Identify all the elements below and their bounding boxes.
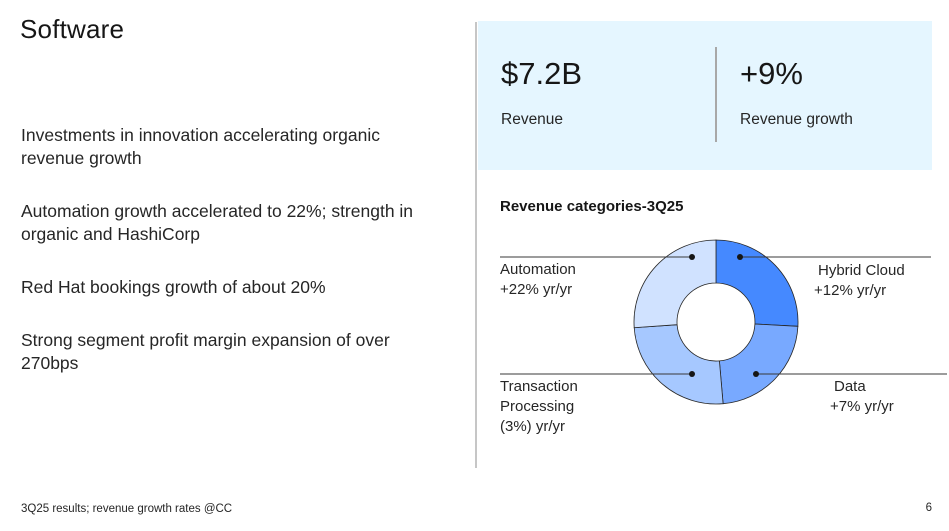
label-hybrid-cloud: Hybrid Cloud +12% yr/yr: [814, 261, 905, 301]
page-number: 6: [925, 502, 932, 514]
kpi-revenue-growth: +9% Revenue growth: [740, 55, 853, 129]
bullet-item: Strong segment profit margin expansion o…: [21, 330, 390, 373]
slice-hybrid-cloud: [715, 239, 799, 327]
slide-title: Software: [20, 14, 125, 44]
label-name: Transaction: [500, 378, 578, 395]
label-growth: +12% yr/yr: [814, 282, 887, 299]
label-automation: Automation +22% yr/yr: [500, 260, 576, 300]
label-growth: +7% yr/yr: [830, 398, 894, 415]
bullet-item: Investments in innovation accelerating o…: [21, 125, 380, 168]
donut-chart: [500, 239, 947, 405]
kpi-value: +9%: [740, 56, 803, 91]
kpi-divider: [715, 47, 717, 142]
kpi-revenue: $7.2B Revenue: [501, 55, 582, 129]
label-name-cont: Processing: [500, 398, 575, 415]
footnote: 3Q25 results; revenue growth rates @CC: [21, 503, 233, 515]
slice-data: [718, 323, 799, 405]
kpi-value: $7.2B: [501, 56, 583, 91]
label-name: Automation: [500, 261, 576, 278]
slice-transaction-processing: [633, 324, 724, 405]
label-transaction-processing: Transaction Processing (3%) yr/yr: [500, 377, 578, 437]
kpi-label: Revenue: [501, 111, 564, 128]
vertical-divider: [475, 22, 477, 468]
label-growth: (3%) yr/yr: [500, 418, 565, 435]
bullet-item: Red Hat bookings growth of about 20%: [21, 277, 326, 297]
label-name: Data: [834, 378, 866, 395]
chart-title: Revenue categories-3Q25: [500, 198, 684, 215]
label-data: Data +7% yr/yr: [830, 377, 894, 417]
kpi-panel: $7.2B Revenue +9% Revenue growth: [478, 21, 932, 170]
slice-automation: [633, 239, 717, 329]
bullet-item: Automation growth accelerated to 22%; st…: [21, 201, 414, 244]
label-growth: +22% yr/yr: [500, 281, 573, 298]
kpi-label: Revenue growth: [740, 111, 853, 128]
bullet-list: Investments in innovation accelerating o…: [21, 124, 451, 405]
label-name: Hybrid Cloud: [818, 262, 905, 279]
